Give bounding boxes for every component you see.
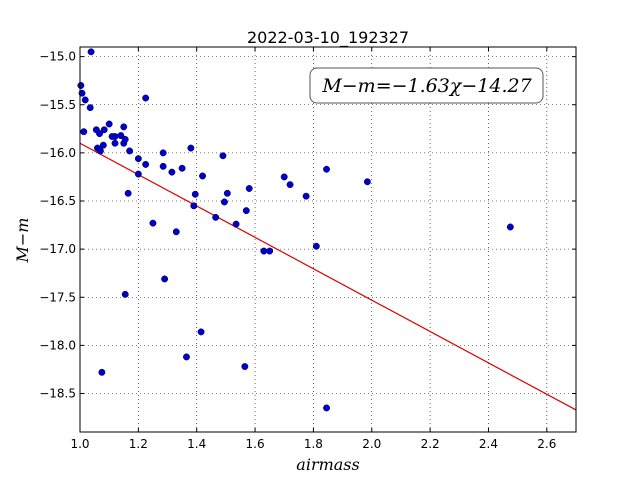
data-point bbox=[77, 82, 85, 89]
plot-frame bbox=[79, 46, 577, 433]
data-point bbox=[80, 128, 88, 136]
data-point bbox=[183, 353, 190, 361]
data-point bbox=[242, 207, 250, 215]
data-point bbox=[100, 126, 108, 134]
data-point bbox=[223, 189, 231, 197]
data-point bbox=[121, 290, 129, 298]
data-point bbox=[86, 104, 94, 112]
data-point bbox=[266, 247, 274, 255]
x-tick-label: 2.6 bbox=[537, 437, 556, 451]
data-point bbox=[302, 192, 310, 200]
data-point bbox=[323, 165, 330, 173]
data-point bbox=[87, 48, 95, 56]
data-point bbox=[111, 133, 119, 140]
data-point bbox=[199, 172, 206, 180]
data-point bbox=[134, 170, 142, 178]
data-point bbox=[159, 149, 167, 157]
y-tick-label: −15.0 bbox=[39, 50, 76, 64]
data-point bbox=[149, 219, 157, 227]
data-point bbox=[81, 96, 89, 104]
data-point bbox=[121, 135, 129, 143]
data-point bbox=[99, 141, 107, 149]
data-point bbox=[312, 242, 320, 250]
data-point bbox=[241, 363, 249, 370]
data-point bbox=[105, 120, 113, 128]
data-point bbox=[363, 178, 371, 186]
x-tick-label: 2.4 bbox=[479, 437, 498, 451]
data-point bbox=[126, 147, 134, 155]
data-point bbox=[96, 147, 104, 155]
grid-layer bbox=[79, 47, 576, 432]
data-point bbox=[120, 123, 128, 131]
data-point bbox=[323, 404, 330, 412]
data-point bbox=[159, 162, 167, 170]
y-tick-label: −16.5 bbox=[39, 194, 76, 208]
data-point bbox=[280, 173, 288, 181]
data-point bbox=[260, 247, 268, 255]
x-tick-label: 2.2 bbox=[421, 437, 440, 451]
x-tick-label: 1.0 bbox=[70, 437, 89, 451]
data-point bbox=[98, 368, 106, 376]
y-tick-label: −18.5 bbox=[39, 387, 76, 401]
data-point bbox=[212, 213, 220, 221]
data-point bbox=[96, 130, 103, 138]
chart-title: 2022-03-10_192327 bbox=[247, 28, 409, 48]
data-point bbox=[134, 155, 142, 163]
x-tick-label: 1.2 bbox=[129, 437, 148, 451]
data-point bbox=[168, 168, 176, 176]
data-point bbox=[172, 228, 180, 236]
data-point bbox=[111, 139, 119, 147]
data-point bbox=[220, 198, 228, 206]
data-point bbox=[219, 152, 227, 160]
x-tick-label: 1.4 bbox=[187, 437, 206, 451]
data-point bbox=[161, 275, 169, 283]
data-point bbox=[506, 223, 514, 231]
y-axis-label: M−m bbox=[13, 218, 32, 264]
data-point bbox=[124, 189, 132, 197]
x-tick-label: 2.0 bbox=[362, 437, 381, 451]
x-tick-label: 1.8 bbox=[304, 437, 323, 451]
x-axis-label: airmass bbox=[296, 455, 359, 474]
axis-ticks: 1.0 1.2 1.4 1.6 1.8 2.0 2.2 2.4 2.6 −15.0 −15.5 −16… bbox=[39, 47, 576, 451]
data-point bbox=[142, 94, 150, 102]
plot-background bbox=[80, 47, 576, 432]
equation-text: M−m=−1.63χ−14.27 bbox=[321, 75, 532, 97]
data-point bbox=[197, 328, 205, 336]
fit-line bbox=[79, 142, 577, 411]
data-point bbox=[286, 181, 294, 189]
x-tick-label: 1.6 bbox=[246, 437, 265, 451]
y-tick-label: −16.0 bbox=[39, 146, 76, 160]
y-tick-label: −18.0 bbox=[39, 338, 76, 352]
data-point bbox=[142, 160, 150, 168]
y-tick-label: −15.5 bbox=[39, 98, 76, 112]
data-point bbox=[232, 220, 240, 228]
equation-box-frame bbox=[309, 67, 544, 104]
y-tick-label: −17.0 bbox=[39, 242, 76, 256]
data-point bbox=[187, 144, 195, 152]
data-point bbox=[190, 202, 198, 210]
data-point bbox=[191, 190, 199, 198]
data-point bbox=[117, 132, 125, 140]
points-layer bbox=[77, 48, 514, 412]
y-tick-label: −17.5 bbox=[39, 290, 76, 304]
equation-box: M−m=−1.63χ−14.27 bbox=[309, 67, 544, 104]
data-point bbox=[178, 164, 186, 172]
data-point bbox=[245, 185, 253, 192]
